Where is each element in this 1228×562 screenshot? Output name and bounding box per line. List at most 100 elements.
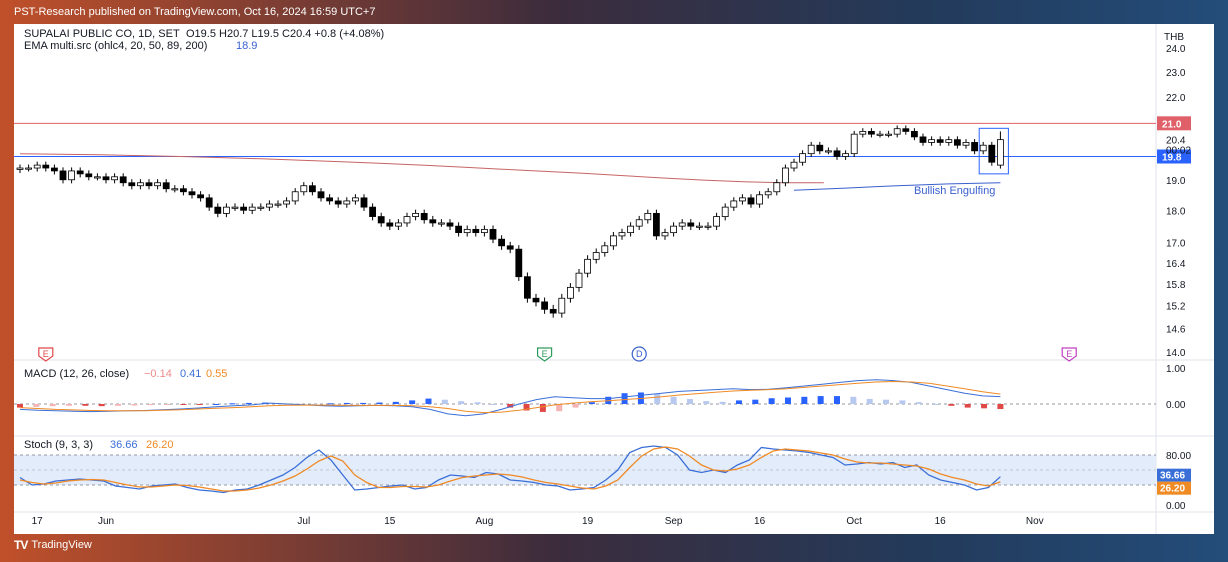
- candle-body: [222, 206, 230, 214]
- candle-body: [988, 144, 996, 163]
- candle-body: [747, 197, 755, 205]
- candle-body: [119, 176, 127, 184]
- candle-body: [257, 206, 265, 209]
- candle-body: [498, 238, 506, 247]
- candle-body: [696, 225, 703, 228]
- macd-histogram-bar: [360, 402, 367, 404]
- candle-body: [850, 133, 858, 155]
- macd-histogram-bar: [997, 404, 1004, 410]
- price-tick-label: 20.4: [1166, 136, 1186, 147]
- candle-body: [610, 235, 617, 247]
- chart-panel[interactable]: E E D E 1.00 0.00 80.00 0.00 36.66 26.20 24.0 23…: [14, 24, 1214, 534]
- macd-histogram-bar: [180, 404, 187, 405]
- macd-histogram-bar: [964, 404, 971, 408]
- stoch-k-line: [19, 445, 1001, 494]
- ema-indicator-label: EMA multi.src (ohlc4, 20, 50, 89, 200): [24, 40, 207, 52]
- macd-histogram-bar: [834, 396, 840, 404]
- candle-body: [214, 206, 222, 214]
- price-tick-label: 19.0: [1166, 176, 1186, 187]
- candle-body: [360, 197, 368, 208]
- stoch-k-value: 36.66: [110, 439, 138, 451]
- event-marker-label: E: [542, 349, 548, 359]
- candle-body: [902, 128, 910, 132]
- macd-histogram-bar: [392, 401, 399, 404]
- candle-body: [472, 228, 480, 234]
- macd-line: [19, 379, 1001, 417]
- candle-body: [94, 176, 101, 179]
- chart-svg[interactable]: E E D E 1.00 0.00 80.00 0.00 36.66 26.20 24.0 23…: [14, 24, 1214, 534]
- macd-histogram-bar: [441, 399, 448, 404]
- price-axis[interactable]: 24.0 23.0 22.0 20.4 19.0 18.0 17.0 16.4 15.8 15.2…: [1157, 44, 1191, 359]
- candle-body: [584, 258, 591, 274]
- candle-body: [128, 182, 136, 187]
- time-tick-label: Nov: [1026, 516, 1044, 527]
- candle-body: [343, 200, 351, 205]
- candle-body: [911, 131, 918, 138]
- candle-body: [885, 133, 892, 136]
- currency-label: THB: [1164, 32, 1184, 43]
- macd-label: MACD (12, 26, close): [24, 368, 129, 380]
- candle-body: [979, 144, 987, 152]
- candle-body: [773, 182, 781, 193]
- candle-body: [730, 200, 738, 208]
- candle-body: [782, 167, 789, 184]
- price-tick-label: 17.0: [1166, 238, 1186, 249]
- macd-signal-value: 0.55: [206, 368, 227, 380]
- support-badge: [1157, 149, 1191, 164]
- time-tick-label: Oct: [846, 516, 862, 527]
- candle-body: [936, 139, 944, 143]
- stoch-pane[interactable]: 80.00 0.00 36.66 26.20: [14, 445, 1191, 512]
- price-tick-label: 14.0: [1166, 348, 1186, 359]
- candle-body: [997, 139, 1004, 166]
- candle-body: [489, 228, 497, 240]
- time-tick-label: Jul: [297, 516, 310, 527]
- candle-body: [893, 128, 901, 135]
- macd-signal-line: [19, 380, 1001, 414]
- macd-histogram-bar: [539, 404, 546, 412]
- macd-histogram-bar: [703, 401, 710, 404]
- candle-body: [33, 164, 41, 169]
- macd-histogram-bar: [311, 404, 318, 405]
- time-tick-label: 17: [32, 516, 44, 527]
- publish-header-text: PST-Research published on TradingView.co…: [14, 6, 376, 18]
- macd-histogram-bar: [164, 404, 171, 405]
- support-badge-label: 19.8: [1162, 152, 1182, 163]
- candle-body: [334, 200, 342, 205]
- macd-histogram-bar: [245, 402, 252, 404]
- macd-histogram-bar: [932, 404, 939, 405]
- candle-body: [446, 222, 454, 227]
- candle-body: [713, 216, 720, 227]
- stoch-tick-label: 0.00: [1166, 501, 1186, 512]
- macd-tick-label: 1.00: [1166, 364, 1186, 375]
- stoch-d-badge-label: 26.20: [1160, 484, 1185, 495]
- macd-histogram-bar: [686, 398, 693, 404]
- time-axis[interactable]: 17 Jun Jul 15 Aug 19 Sep 16 Oct 16 Nov: [32, 516, 1044, 527]
- price-tick-label: 14.6: [1166, 324, 1186, 335]
- candle-body: [25, 167, 33, 170]
- candle-body: [480, 228, 488, 234]
- candle-body: [515, 248, 523, 278]
- macd-histogram-bar: [196, 404, 203, 405]
- macd-histogram-bar: [719, 401, 726, 404]
- candle-body: [704, 225, 712, 228]
- candle-body: [575, 272, 583, 288]
- time-tick-label: 16: [754, 516, 766, 527]
- candle-body: [274, 203, 282, 206]
- macd-histogram-bar: [572, 404, 579, 408]
- time-tick-label: 16: [935, 516, 947, 527]
- macd-histogram-bar: [735, 400, 742, 404]
- candle-body: [68, 170, 75, 181]
- ema-indicator-value: 18.9: [236, 40, 257, 52]
- macd-histogram-bar: [458, 401, 465, 404]
- stoch-label: Stoch (9, 3, 3): [24, 439, 93, 451]
- candle-body: [567, 286, 574, 299]
- candle-body: [412, 212, 420, 217]
- candle-body: [739, 197, 746, 202]
- candle-body: [670, 225, 677, 234]
- candle-body: [541, 301, 548, 310]
- candle-body: [154, 182, 162, 187]
- candle-body: [429, 219, 437, 224]
- macd-histogram-bar: [327, 403, 334, 405]
- macd-pane[interactable]: 1.00 0.00: [14, 364, 1186, 417]
